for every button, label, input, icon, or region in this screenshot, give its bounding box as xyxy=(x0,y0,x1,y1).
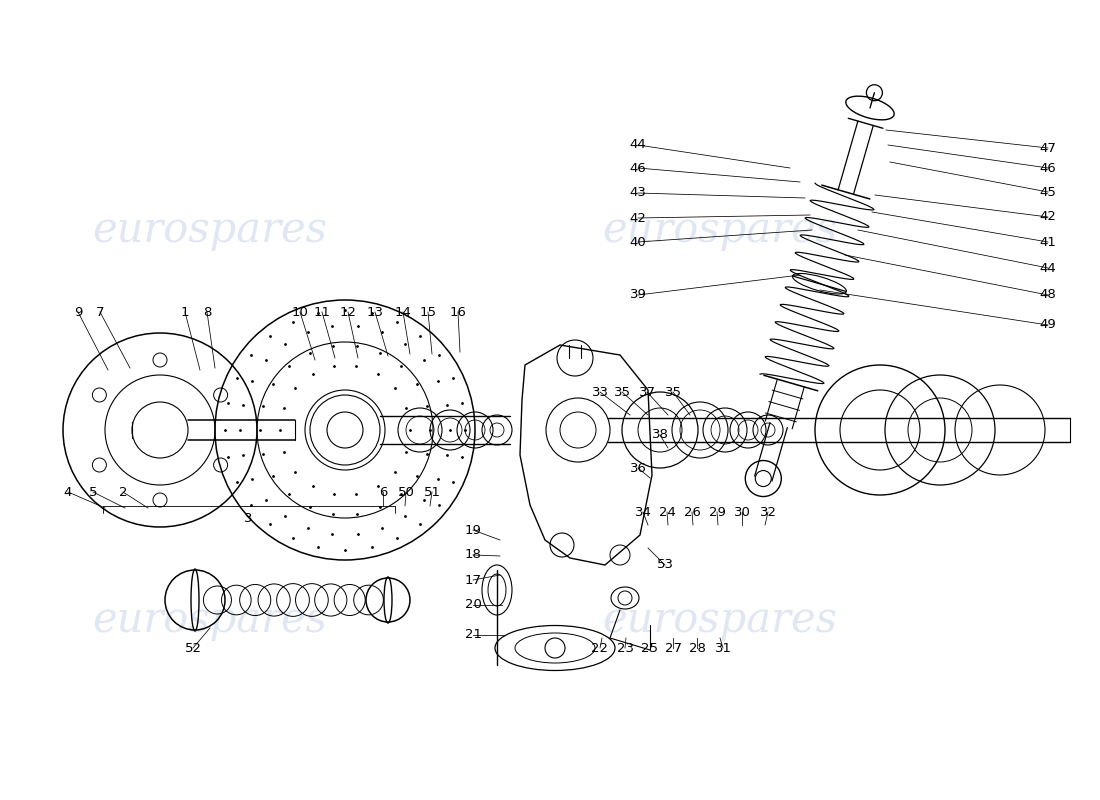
Text: 53: 53 xyxy=(657,558,673,571)
Text: 25: 25 xyxy=(641,642,659,654)
Text: 3: 3 xyxy=(244,511,252,525)
Text: 42: 42 xyxy=(1040,210,1056,223)
Text: 44: 44 xyxy=(629,138,647,151)
Text: 47: 47 xyxy=(1040,142,1056,154)
Text: 35: 35 xyxy=(614,386,630,398)
Text: 19: 19 xyxy=(464,523,482,537)
Text: 1: 1 xyxy=(180,306,189,318)
Text: 40: 40 xyxy=(629,235,647,249)
Text: 27: 27 xyxy=(664,642,682,654)
Text: 14: 14 xyxy=(395,306,411,318)
Text: 15: 15 xyxy=(419,306,437,318)
Text: 32: 32 xyxy=(759,506,777,518)
Text: 17: 17 xyxy=(464,574,482,586)
Text: 2: 2 xyxy=(119,486,128,498)
Text: eurospares: eurospares xyxy=(92,209,328,251)
Text: 45: 45 xyxy=(1040,186,1056,198)
Text: 21: 21 xyxy=(464,629,482,642)
Text: 11: 11 xyxy=(314,306,330,318)
Text: 26: 26 xyxy=(683,506,701,518)
Text: 6: 6 xyxy=(378,486,387,498)
Text: 35: 35 xyxy=(664,386,682,398)
Text: 16: 16 xyxy=(450,306,466,318)
Text: 31: 31 xyxy=(715,642,732,654)
Text: 13: 13 xyxy=(366,306,384,318)
Text: 42: 42 xyxy=(629,211,647,225)
Text: 28: 28 xyxy=(689,642,705,654)
Text: 49: 49 xyxy=(1040,318,1056,331)
Text: 52: 52 xyxy=(185,642,201,654)
Text: 36: 36 xyxy=(629,462,647,474)
Text: 24: 24 xyxy=(659,506,675,518)
Text: 46: 46 xyxy=(629,162,647,174)
Text: 44: 44 xyxy=(1040,262,1056,274)
Text: 50: 50 xyxy=(397,486,415,498)
Text: eurospares: eurospares xyxy=(603,599,837,641)
Text: 33: 33 xyxy=(592,386,608,398)
Text: 20: 20 xyxy=(464,598,482,611)
Text: 41: 41 xyxy=(1040,235,1056,249)
Text: 10: 10 xyxy=(292,306,308,318)
Text: 8: 8 xyxy=(202,306,211,318)
Text: 51: 51 xyxy=(424,486,440,498)
Text: 38: 38 xyxy=(651,429,669,442)
Text: 39: 39 xyxy=(629,289,647,302)
Text: 7: 7 xyxy=(96,306,104,318)
Text: eurospares: eurospares xyxy=(92,599,328,641)
Text: 9: 9 xyxy=(74,306,82,318)
Text: 4: 4 xyxy=(64,486,73,498)
Text: 23: 23 xyxy=(616,642,634,654)
Text: 18: 18 xyxy=(464,549,482,562)
Text: 22: 22 xyxy=(592,642,608,654)
Text: eurospares: eurospares xyxy=(603,209,837,251)
Text: 29: 29 xyxy=(708,506,725,518)
Text: 12: 12 xyxy=(340,306,356,318)
Text: 34: 34 xyxy=(635,506,651,518)
Text: 37: 37 xyxy=(638,386,656,398)
Text: 48: 48 xyxy=(1040,289,1056,302)
Text: 46: 46 xyxy=(1040,162,1056,174)
Text: 43: 43 xyxy=(629,186,647,199)
Text: 5: 5 xyxy=(89,486,97,498)
Text: 30: 30 xyxy=(734,506,750,518)
